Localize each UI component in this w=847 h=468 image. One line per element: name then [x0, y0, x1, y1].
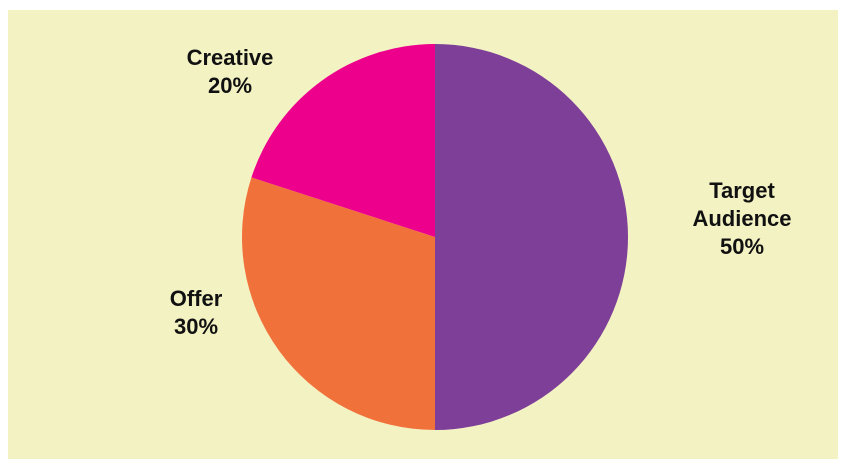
pie-slices: [242, 44, 628, 430]
pie-label-value: 50%: [720, 234, 764, 259]
pie-slice-creative: [251, 44, 435, 237]
chart-area: Target Audience 50% Offer 30% Creative 20%: [8, 10, 838, 459]
pie-label-offer: Offer 30%: [170, 286, 223, 339]
pie-chart: Target Audience 50% Offer 30% Creative 20%: [170, 44, 792, 430]
pie-slice-offer: [242, 177, 435, 430]
pie-label-name: Target: [709, 178, 775, 203]
pie-label-name: Creative: [187, 45, 274, 70]
pie-labels: Target Audience 50% Offer 30% Creative 20%: [170, 45, 792, 339]
pie-label-target-audience: Target Audience 50%: [692, 178, 791, 259]
pie-label-value: 20%: [208, 73, 252, 98]
pie-label-creative: Creative 20%: [187, 45, 274, 98]
pie-slice-target-audience: [435, 44, 628, 430]
pie-label-name: Audience: [692, 206, 791, 231]
pie-label-value: 30%: [174, 314, 218, 339]
pie-label-name: Offer: [170, 286, 223, 311]
